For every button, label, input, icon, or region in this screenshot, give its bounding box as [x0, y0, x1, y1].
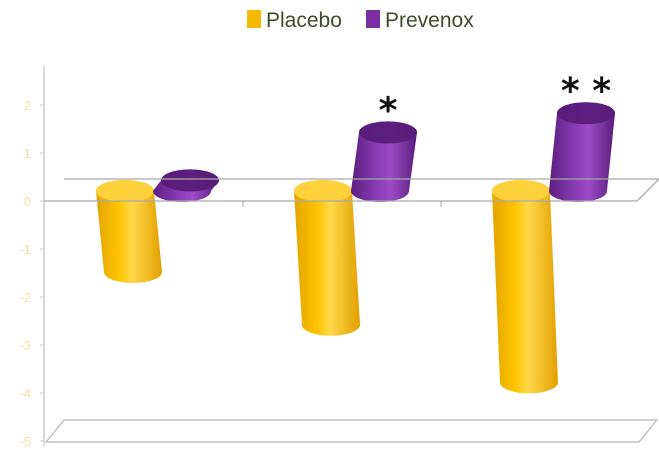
bar-body [96, 180, 162, 283]
axes [43, 66, 659, 446]
legend-label-prevenox: Prevenox [385, 9, 474, 32]
bar-cap [492, 180, 550, 202]
bars [96, 102, 615, 394]
bar-prevenox-2 [351, 121, 417, 202]
y-tick-label: -1 [19, 242, 31, 257]
bar-cap [557, 102, 615, 125]
zero-line-depth [636, 178, 659, 202]
y-tick-label: -4 [19, 386, 31, 401]
bar-body [294, 180, 360, 336]
significance-marker: * * [561, 71, 611, 112]
y-tick-label: -2 [19, 290, 31, 305]
y-tick-label: -3 [19, 338, 31, 353]
y-tick-label: 1 [24, 146, 31, 161]
significance-marker: * [379, 90, 398, 131]
y-tick-label: 2 [24, 98, 31, 113]
floor-plane [44, 419, 659, 443]
bar-placebo-1 [96, 180, 162, 283]
bar-cap [96, 180, 154, 202]
legend: Placebo Prevenox [247, 9, 474, 32]
y-tick-label: -5 [19, 434, 31, 449]
y-tick-label: 0 [24, 194, 31, 209]
legend-label-placebo: Placebo [266, 9, 342, 32]
legend-swatch-prevenox [366, 10, 380, 28]
bar-body [492, 180, 558, 394]
bar-placebo-2 [294, 180, 360, 336]
y-ticks: -5 -4 -3 -2 -1 0 1 2 [19, 98, 44, 449]
bar-placebo-3 [492, 180, 558, 394]
significance-markers: * * * [379, 71, 612, 131]
bar-prevenox-3 [549, 102, 615, 202]
bar-body [549, 102, 615, 202]
bar-prevenox-1 [153, 169, 219, 202]
legend-swatch-placebo [247, 10, 261, 28]
bar-cap [294, 180, 352, 202]
zero-baseline [44, 178, 659, 207]
bar-cap [161, 169, 219, 192]
bar-cap [359, 121, 417, 144]
